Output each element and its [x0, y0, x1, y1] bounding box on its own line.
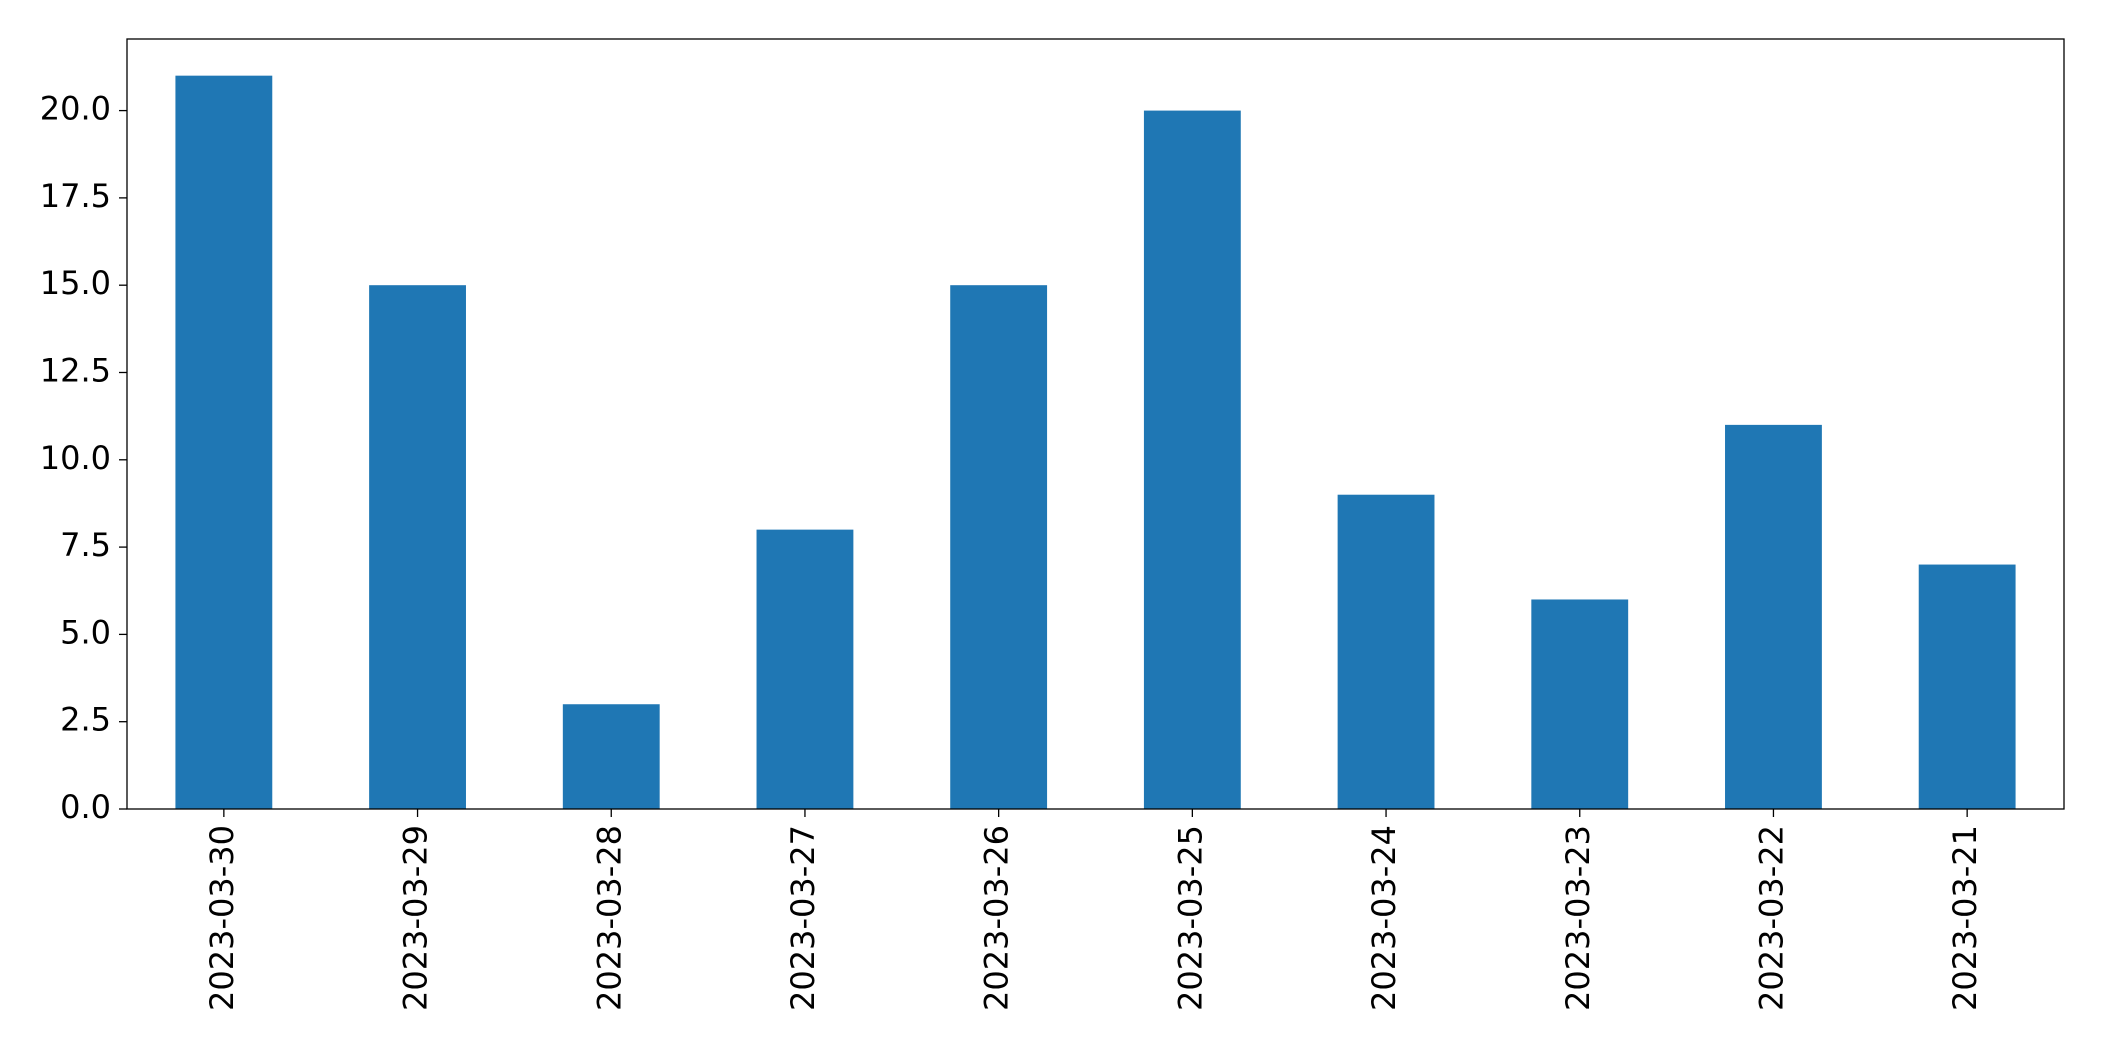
x-tick-label: 2023-03-22: [1752, 825, 1790, 1011]
plot-frame: [126, 38, 2065, 810]
bar: [756, 529, 854, 809]
bar: [1918, 564, 2016, 809]
bar: [1143, 110, 1241, 810]
y-tick-label: 12.5: [40, 351, 111, 389]
y-tick-label: 20.0: [40, 90, 111, 128]
y-tick-label: 15.0: [40, 264, 111, 302]
bar: [562, 704, 660, 809]
y-tick-label: 7.5: [60, 526, 111, 564]
y-tick-label: 5.0: [60, 613, 111, 651]
y-tick-label: 10.0: [40, 439, 111, 477]
x-tick-label: 2023-03-26: [978, 825, 1016, 1011]
bar: [1337, 494, 1435, 809]
bar: [369, 285, 466, 809]
bar: [950, 285, 1048, 809]
y-tick-label: 17.5: [40, 177, 111, 215]
x-tick-label: 2023-03-28: [590, 825, 628, 1011]
bar: [175, 75, 273, 809]
x-tick-label: 2023-03-24: [1365, 825, 1403, 1011]
x-tick-label: 2023-03-25: [1171, 825, 1209, 1011]
bar: [1725, 424, 1822, 809]
y-tick-label: 2.5: [60, 701, 111, 739]
x-tick-label: 2023-03-29: [397, 825, 435, 1011]
x-tick-label: 2023-03-30: [203, 825, 241, 1011]
x-tick-label: 2023-03-21: [1946, 825, 1984, 1011]
bar: [1531, 599, 1629, 809]
x-tick-label: 2023-03-23: [1559, 825, 1597, 1011]
x-tick-label: 2023-03-27: [784, 825, 822, 1011]
y-tick-label: 0.0: [60, 788, 111, 826]
